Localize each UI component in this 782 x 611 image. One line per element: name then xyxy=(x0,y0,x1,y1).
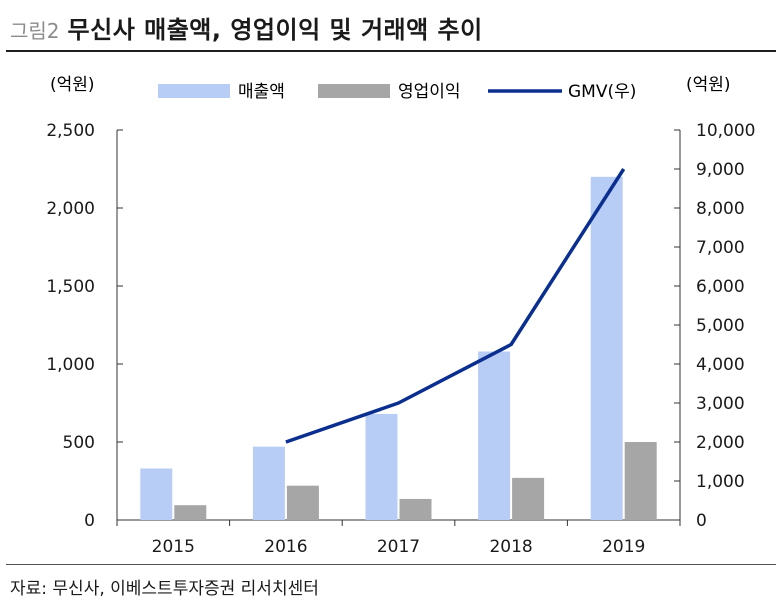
right-tick-label: 7,000 xyxy=(696,238,745,258)
right-tick-label: 6,000 xyxy=(696,277,745,297)
right-tick-label: 9,000 xyxy=(696,160,745,180)
left-tick-label: 1,000 xyxy=(46,355,95,375)
x-tick-label: 2018 xyxy=(489,537,532,557)
left-tick-label: 2,500 xyxy=(46,121,95,141)
right-tick-label: 4,000 xyxy=(696,355,745,375)
right-tick-label: 2,000 xyxy=(696,433,745,453)
title-divider xyxy=(6,50,776,52)
bar-revenue xyxy=(140,468,173,520)
left-tick-label: 2,000 xyxy=(46,199,95,219)
right-tick-label: 5,000 xyxy=(696,316,745,336)
right-axis-unit-label: (억원) xyxy=(686,75,731,95)
x-tick-label: 2019 xyxy=(602,537,645,557)
x-tick-label: 2015 xyxy=(152,537,195,557)
bar-revenue xyxy=(252,446,285,520)
bar-operating-profit xyxy=(174,505,207,520)
right-tick-label: 8,000 xyxy=(696,199,745,219)
combo-chart: 매출액 영업이익 GMV(우) (억원) (억원) 0 500 1,000 1,500… xyxy=(46,75,755,557)
legend-label-operating-profit: 영업이익 xyxy=(398,82,461,102)
bar-operating-profit xyxy=(286,485,319,520)
bar-revenue xyxy=(478,351,511,520)
bar-revenue xyxy=(590,176,623,521)
left-tick-label: 0 xyxy=(84,511,95,531)
page-title: 무신사 매출액, 영업이익 및 거래액 추이 xyxy=(67,16,483,44)
legend-label-revenue: 매출액 xyxy=(238,82,285,102)
chart-bars xyxy=(140,176,657,521)
legend-swatch-revenue xyxy=(158,84,230,98)
left-tick-label: 1,500 xyxy=(46,277,95,297)
right-tick-label: 0 xyxy=(696,511,707,531)
bar-operating-profit xyxy=(624,442,657,520)
left-tick-label: 500 xyxy=(63,433,95,453)
chart-line xyxy=(285,168,626,444)
right-tick-label: 10,000 xyxy=(696,121,755,141)
bar-operating-profit xyxy=(399,498,432,520)
legend-swatch-operating-profit xyxy=(318,84,390,98)
bar-operating-profit xyxy=(512,477,545,520)
gmv-line xyxy=(285,168,626,444)
right-tick-label: 3,000 xyxy=(696,394,745,414)
x-tick-label: 2017 xyxy=(377,537,420,557)
chart-axes: 0 500 1,000 1,500 2,000 2,500 0 1,000 2,000 3,000… xyxy=(46,121,755,557)
source-note: 자료: 무신사, 이베스트투자증권 리서치센터 xyxy=(10,579,319,599)
figure-header: 그림2 무신사 매출액, 영업이익 및 거래액 추이 xyxy=(10,10,483,44)
footer-divider xyxy=(6,564,776,565)
left-axis-unit-label: (억원) xyxy=(50,75,95,95)
x-tick-label: 2016 xyxy=(264,537,307,557)
bar-revenue xyxy=(365,413,398,520)
legend-label-gmv: GMV(우) xyxy=(568,82,636,102)
right-tick-label: 1,000 xyxy=(696,472,745,492)
figure-number: 그림2 xyxy=(10,19,60,43)
chart-legend: 매출액 영업이익 GMV(우) xyxy=(158,82,636,102)
